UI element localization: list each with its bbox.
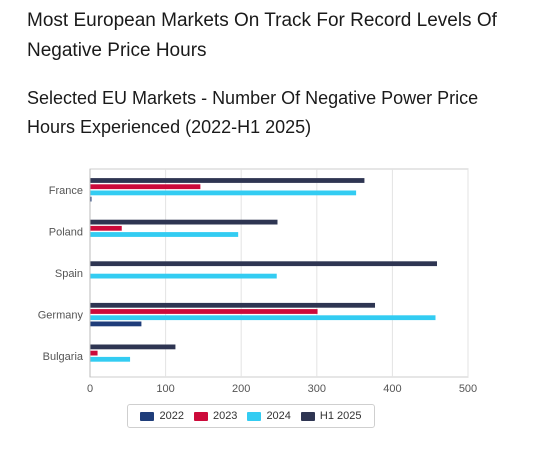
legend-label: 2022 <box>159 410 184 422</box>
category-label: Germany <box>38 310 84 322</box>
category-label: France <box>49 185 83 197</box>
x-tick-label: 400 <box>383 383 401 395</box>
bar-germany-2023[interactable] <box>90 309 318 314</box>
x-tick-label: 500 <box>459 383 477 395</box>
legend-item-2024[interactable]: 2024 <box>247 410 291 422</box>
chart-legend: 2022 2023 2024 H1 2025 <box>127 404 375 428</box>
bar-spain-h1-2025[interactable] <box>90 261 438 267</box>
legend-label: 2023 <box>212 410 238 422</box>
bar-bulgaria-h1-2025[interactable] <box>90 344 176 350</box>
bar-poland-2023[interactable] <box>90 225 122 231</box>
bar-poland-2024[interactable] <box>90 232 239 237</box>
legend-item-2023[interactable]: 2023 <box>193 410 238 422</box>
legend-label: 2024 <box>266 410 291 422</box>
bars <box>90 178 438 362</box>
x-tick-label: 300 <box>308 383 326 395</box>
category-label: Bulgaria <box>43 351 84 363</box>
x-tick-label: 0 <box>87 383 93 395</box>
bar-spain-2024[interactable] <box>90 273 277 279</box>
legend-swatch <box>247 411 262 421</box>
legend-swatch <box>193 411 208 421</box>
bar-poland-h1-2025[interactable] <box>90 219 278 225</box>
axes: 0 100 200 300 400 500 France Poland Spain Germany… <box>38 169 477 395</box>
bar-germany-2022[interactable] <box>90 321 142 327</box>
page-heading: Most European Markets On Track For Recor… <box>27 10 497 61</box>
bar-france-2023[interactable] <box>90 184 201 190</box>
legend-swatch <box>300 411 315 421</box>
legend-item-2022[interactable]: 2022 <box>140 410 184 422</box>
category-label: Spain <box>55 268 83 280</box>
legend-swatch <box>140 411 155 421</box>
bar-germany-h1-2025[interactable] <box>90 302 376 308</box>
x-tick-label: 100 <box>156 383 174 395</box>
bar-france-h1-2025[interactable] <box>90 178 365 183</box>
category-label: Poland <box>49 226 83 238</box>
x-tick-label: 200 <box>232 383 250 395</box>
legend-label: H1 2025 <box>319 410 362 422</box>
chart-title: Selected EU Markets - Number Of Negative… <box>27 88 479 137</box>
bar-germany-2024[interactable] <box>90 315 436 321</box>
legend-item-h1-2025[interactable]: H1 2025 <box>300 410 362 422</box>
bar-bulgaria-2024[interactable] <box>90 356 131 362</box>
bar-bulgaria-2023[interactable] <box>90 350 98 356</box>
bar-france-2024[interactable] <box>90 190 357 196</box>
bar-france-2022[interactable] <box>90 196 92 202</box>
